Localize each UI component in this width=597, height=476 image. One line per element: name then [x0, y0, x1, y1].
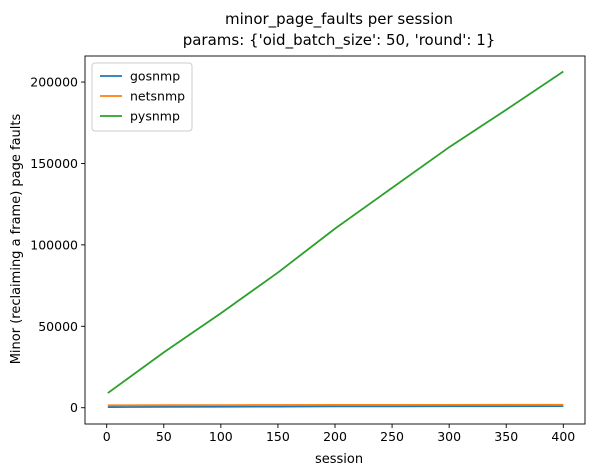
- chart-title: minor_page_faults per session: [225, 10, 453, 29]
- x-tick-label: 250: [380, 429, 404, 444]
- legend-label-gosnmp: gosnmp: [130, 69, 180, 84]
- y-tick-label: 100000: [30, 237, 78, 252]
- x-tick-label: 0: [103, 429, 111, 444]
- x-tick-label: 300: [437, 429, 461, 444]
- series-line-pysnmp: [107, 70, 564, 394]
- x-tick-label: 150: [266, 429, 290, 444]
- y-tick-label: 0: [70, 400, 78, 415]
- legend-label-pysnmp: pysnmp: [130, 109, 180, 124]
- y-tick-label: 50000: [38, 319, 78, 334]
- y-axis-label: Minor (reclaiming a frame) page faults: [9, 113, 24, 364]
- y-tick-label: 150000: [30, 156, 78, 171]
- x-tick-label: 100: [209, 429, 233, 444]
- x-tick-label: 400: [551, 429, 575, 444]
- x-axis-label: session: [315, 452, 363, 467]
- y-tick-label: 200000: [30, 75, 78, 90]
- series-line-gosnmp: [107, 405, 564, 408]
- legend-label-netsnmp: netsnmp: [130, 89, 185, 104]
- legend-box: [91, 62, 193, 132]
- plot-frame: [84, 55, 586, 425]
- x-tick-label: 200: [323, 429, 347, 444]
- x-tick-label: 350: [494, 429, 518, 444]
- x-tick-label: 50: [156, 429, 172, 444]
- chart-subtitle: params: {'oid_batch_size': 50, 'round': …: [183, 31, 496, 50]
